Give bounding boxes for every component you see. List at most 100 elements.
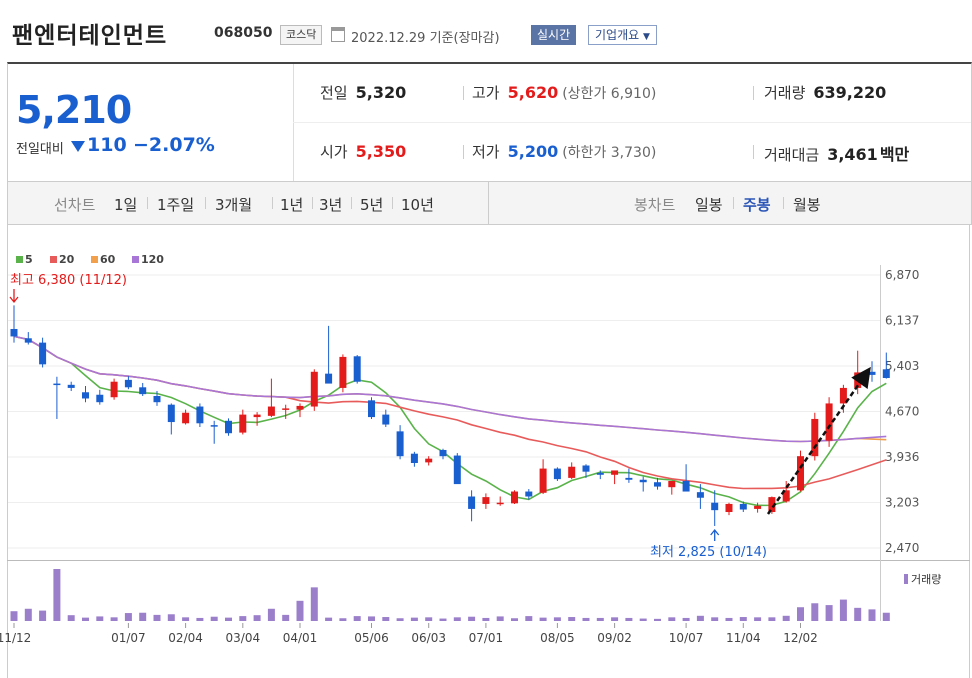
volume-bar [725,617,733,621]
x-tick-label: 03/04 [226,631,261,645]
company-overview-button[interactable]: 기업개요 ▼ [588,25,657,45]
candle-body [382,414,390,425]
prev-close-value: 5,320 [355,83,407,102]
candle-body [482,497,490,504]
x-tick-label: 08/05 [540,631,575,645]
trend-arrow [766,366,871,515]
candle-body [754,505,762,509]
high-value: 5,620 [507,83,559,102]
volume-bar [825,605,833,621]
volume-label: 거래량 [911,573,941,586]
chevron-down-icon: ▼ [643,32,650,42]
volume-bars: 거래량 [10,569,941,621]
candle-body [825,403,833,441]
volume-bar [282,614,290,621]
volume-bar [153,614,161,621]
tab-weekly[interactable]: 주봉 [743,196,771,214]
x-tick-label: 12/02 [783,631,818,645]
lower-limit: (하한가 3,730) [562,145,657,161]
candle-body [511,491,518,504]
candle-body [496,502,504,505]
candle-body [153,395,161,403]
tab-10year[interactable]: 10년 [401,196,434,214]
moving-averages [13,335,887,507]
current-price: 5,210 [16,88,132,132]
volume-bar [854,607,862,621]
tab-3month[interactable]: 3개월 [215,196,253,214]
candle-body [468,496,476,509]
date-note: 기준(장마감) [429,31,500,46]
tab-1year[interactable]: 1년 [280,196,304,214]
volume-bar [339,618,347,621]
legend-swatch [50,256,57,263]
volume-bar [525,616,533,621]
candle-body [124,379,132,388]
candle-body [282,408,290,410]
chart-legend: 5 20 60 120 [16,253,164,266]
tab-line-chart[interactable]: 선차트 [54,196,96,214]
legend-swatch [132,256,139,263]
legend-swatch [91,256,98,263]
volume-bar [239,616,247,621]
volume-bar [253,615,261,621]
tab-1day[interactable]: 1일 [114,196,138,214]
change-percent: −2.07% [133,134,215,156]
prev-close: 전일 5,320 [320,82,406,103]
tab-monthly[interactable]: 월봉 [793,196,821,214]
current-price-box: 5,210 전일대비 110 −2.07% [8,64,294,181]
volume-bar [225,617,232,621]
x-tick-label: 04/01 [283,631,318,645]
amount-unit: 백만 [879,145,910,164]
divider [205,197,206,209]
ma-120-line [13,335,887,443]
divider [753,86,754,100]
volume-bar [39,610,47,621]
open-label: 시가 [320,143,348,161]
volume-bar [625,617,633,621]
x-tick-label: 11/12 [0,631,31,645]
tab-1week[interactable]: 1주일 [157,196,195,214]
volume-bar [410,617,418,621]
volume-bar [654,618,661,621]
volume-bar [811,603,819,621]
realtime-button[interactable]: 실시간 [531,25,577,45]
amount-label: 거래대금 [764,146,820,164]
candle-body [539,468,547,493]
candle-body [67,384,75,388]
volume-bar [711,617,719,621]
volume-bar [182,617,190,621]
high-label: 고가 [472,84,500,102]
x-axis-labels: 11/12 01/07 02/04 03/04 04/01 05/06 06/03 07/01… [0,623,818,645]
volume-bar [10,611,18,621]
candlestick-chart: 5 20 60 120 6,870 6,137 5,403 4,670 3,936 3,203 2… [0,225,970,678]
candle-body [196,406,204,424]
candle-body [396,431,404,457]
volume-bar [267,608,275,621]
x-tick-label: 06/03 [411,631,446,645]
low-note: 최저 2,825 (10/14) [650,545,767,560]
tab-candle-chart[interactable]: 봉차트 [634,196,676,214]
tab-3year[interactable]: 3년 [319,196,343,214]
candle-body [453,455,461,485]
tab-group-divider [488,182,489,224]
down-triangle-icon [71,141,85,152]
volume-bar [868,609,876,621]
candle-body [696,492,704,498]
volume-label: 거래량 [764,84,806,102]
candle-body [325,373,333,384]
candle-body [439,449,447,457]
legend-label: 60 [100,253,116,266]
x-tick-label: 07/01 [469,631,504,645]
tab-daily[interactable]: 일봉 [695,196,723,214]
x-tick-label: 10/07 [669,631,704,645]
volume-bar [511,618,518,621]
volume-bar [53,569,61,621]
low-arrow-icon [710,528,720,541]
volume-bar [310,587,318,621]
divider [783,197,784,209]
candle-body [368,400,375,418]
candle-body [167,404,175,423]
tab-5year[interactable]: 5년 [360,196,384,214]
candle-body [553,468,561,480]
candle-body [596,472,604,475]
